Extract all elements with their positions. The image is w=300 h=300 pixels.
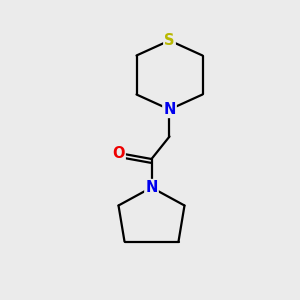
Text: N: N <box>163 102 176 117</box>
Text: O: O <box>112 146 125 160</box>
Text: S: S <box>164 33 175 48</box>
Text: N: N <box>145 180 158 195</box>
